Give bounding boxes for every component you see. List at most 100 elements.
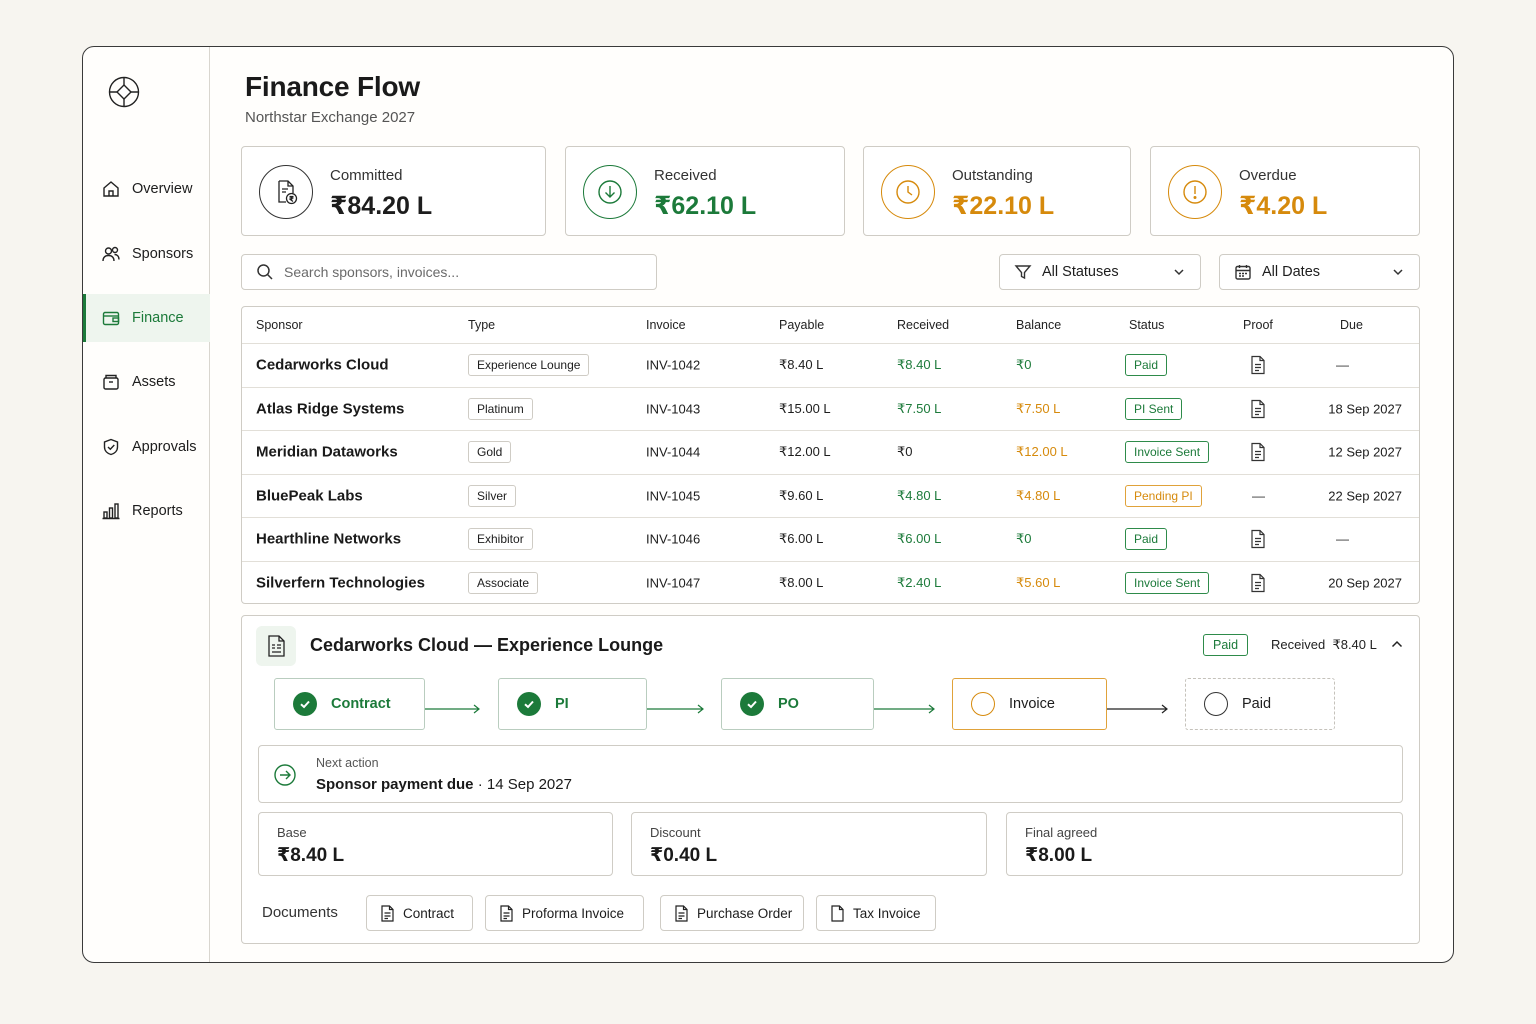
table-row[interactable]: Cedarworks Cloud Experience Lounge INV-1… (242, 343, 1419, 387)
arrow-right-circle-icon (274, 764, 296, 786)
document-button-tax-invoice[interactable]: Tax Invoice (816, 895, 936, 931)
detail-received-value: ₹8.40 L (1332, 637, 1377, 652)
sidebar-item-sponsors[interactable]: Sponsors (83, 230, 210, 278)
search-input[interactable] (284, 264, 634, 280)
home-icon (103, 181, 119, 197)
detail-received: Received ₹8.40 L (1271, 637, 1377, 653)
check-icon (740, 692, 764, 716)
column-header-balance[interactable]: Balance (1016, 318, 1062, 332)
column-header-invoice[interactable]: Invoice (646, 318, 686, 332)
step-paid[interactable]: Paid (1185, 678, 1335, 730)
received-amount: ₹2.40 L (897, 574, 942, 590)
amount-label: Discount (650, 825, 701, 840)
kpi-card-overdue: Overdue ₹4.20 L (1150, 146, 1420, 236)
due-date: 20 Sep 2027 (1328, 575, 1402, 591)
document-button-proforma-invoice[interactable]: Proforma Invoice (485, 895, 644, 931)
step-po[interactable]: PO (721, 678, 874, 730)
check-icon (517, 692, 541, 716)
arrow-right-icon (647, 704, 704, 714)
document-icon[interactable] (1250, 530, 1266, 549)
due-date: 12 Sep 2027 (1328, 444, 1402, 460)
shield-check-icon (103, 438, 119, 456)
sidebar-item-assets[interactable]: Assets (83, 358, 210, 406)
document-icon[interactable] (1250, 356, 1266, 375)
table-row[interactable]: Silverfern Technologies Associate INV-10… (242, 560, 1419, 605)
column-header-received[interactable]: Received (897, 318, 950, 332)
column-header-sponsor[interactable]: Sponsor (256, 318, 303, 332)
app-window: Overview Sponsors Finance Assets Approva… (82, 46, 1454, 963)
balance-amount: ₹0 (1016, 357, 1032, 373)
kpi-card-outstanding: Outstanding ₹22.10 L (863, 146, 1131, 236)
column-header-type[interactable]: Type (468, 318, 496, 332)
empty-circle-icon (1204, 692, 1228, 716)
arrow-right-icon (1107, 704, 1168, 714)
table-row[interactable]: Atlas Ridge Systems Platinum INV-1043 ₹1… (242, 386, 1419, 431)
document-icon[interactable] (1250, 443, 1266, 462)
step-label: Contract (331, 696, 391, 712)
received-amount: ₹0 (897, 444, 913, 460)
column-header-due[interactable]: Due (1340, 318, 1363, 332)
date-filter-dropdown[interactable]: All Dates (1219, 254, 1420, 290)
chevron-up-icon[interactable] (1389, 636, 1405, 652)
step-label: Invoice (1009, 696, 1055, 712)
step-pi[interactable]: PI (498, 678, 647, 730)
document-icon[interactable] (1250, 573, 1266, 592)
document-button-label: Purchase Order (697, 905, 793, 921)
status-filter-dropdown[interactable]: All Statuses (999, 254, 1201, 290)
arrow-right-icon (425, 704, 480, 714)
table-row[interactable]: Meridian Dataworks Gold INV-1044 ₹12.00 … (242, 430, 1419, 474)
sponsor-name: Cedarworks Cloud (256, 356, 389, 374)
document-button-label: Tax Invoice (853, 905, 921, 921)
sponsor-name: Silverfern Technologies (256, 574, 425, 592)
step-invoice[interactable]: Invoice (952, 678, 1107, 730)
document-button-contract[interactable]: Contract (366, 895, 473, 931)
status-badge: Paid (1125, 354, 1168, 377)
payable-amount: ₹8.00 L (779, 574, 824, 590)
sidebar-item-label: Assets (132, 374, 176, 390)
sidebar-item-finance[interactable]: Finance (83, 294, 210, 342)
status-badge: Invoice Sent (1125, 571, 1210, 594)
sidebar-item-label: Approvals (132, 439, 197, 455)
kpi-card-committed: Committed ₹84.20 L (241, 146, 546, 236)
sidebar-item-overview[interactable]: Overview (83, 165, 210, 213)
document-icon[interactable] (1250, 399, 1266, 418)
type-badge: Exhibitor (468, 528, 533, 551)
type-badge: Silver (468, 484, 517, 507)
status-filter-label: All Statuses (1042, 264, 1119, 280)
column-header-proof[interactable]: Proof (1243, 318, 1273, 332)
amount-value: ₹8.00 L (1025, 845, 1093, 866)
date-filter-label: All Dates (1262, 264, 1321, 280)
step-label: PO (778, 696, 799, 712)
sponsor-name: Meridian Dataworks (256, 443, 398, 461)
invoice-rupee-icon (259, 165, 313, 219)
chevron-down-icon (1174, 269, 1184, 276)
balance-amount: ₹4.80 L (1016, 487, 1061, 503)
payable-amount: ₹8.40 L (779, 357, 824, 373)
sponsor-name: BluePeak Labs (256, 487, 363, 505)
step-label: Paid (1242, 696, 1272, 712)
payable-amount: ₹9.60 L (779, 487, 824, 503)
kpi-card-received: Received ₹62.10 L (565, 146, 845, 236)
table-row[interactable]: BluePeak Labs Silver INV-1045 ₹9.60 L ₹4… (242, 473, 1419, 518)
amount-card-base: Base ₹8.40 L (258, 812, 613, 876)
column-header-status[interactable]: Status (1129, 318, 1165, 332)
column-header-payable[interactable]: Payable (779, 318, 825, 332)
status-badge: Invoice Sent (1125, 441, 1210, 464)
step-contract[interactable]: Contract (274, 678, 425, 730)
wallet-icon (102, 311, 120, 326)
balance-amount: ₹0 (1016, 531, 1032, 547)
sidebar-item-reports[interactable]: Reports (83, 487, 210, 535)
detail-received-label: Received (1271, 637, 1326, 652)
kpi-label: Committed (330, 167, 403, 184)
sidebar-item-approvals[interactable]: Approvals (83, 423, 210, 471)
document-button-purchase-order[interactable]: Purchase Order (660, 895, 804, 931)
chevron-down-icon (1393, 269, 1403, 276)
due-date: — (1336, 531, 1349, 547)
type-badge: Platinum (468, 397, 533, 420)
invoice-number: INV-1044 (646, 444, 701, 460)
page-title: Finance Flow (245, 71, 420, 102)
table-row[interactable]: Hearthline Networks Exhibitor INV-1046 ₹… (242, 517, 1419, 561)
sidebar: Overview Sponsors Finance Assets Approva… (83, 47, 210, 962)
search-box[interactable] (241, 254, 657, 290)
detail-title: Cedarworks Cloud — Experience Lounge (310, 635, 664, 655)
